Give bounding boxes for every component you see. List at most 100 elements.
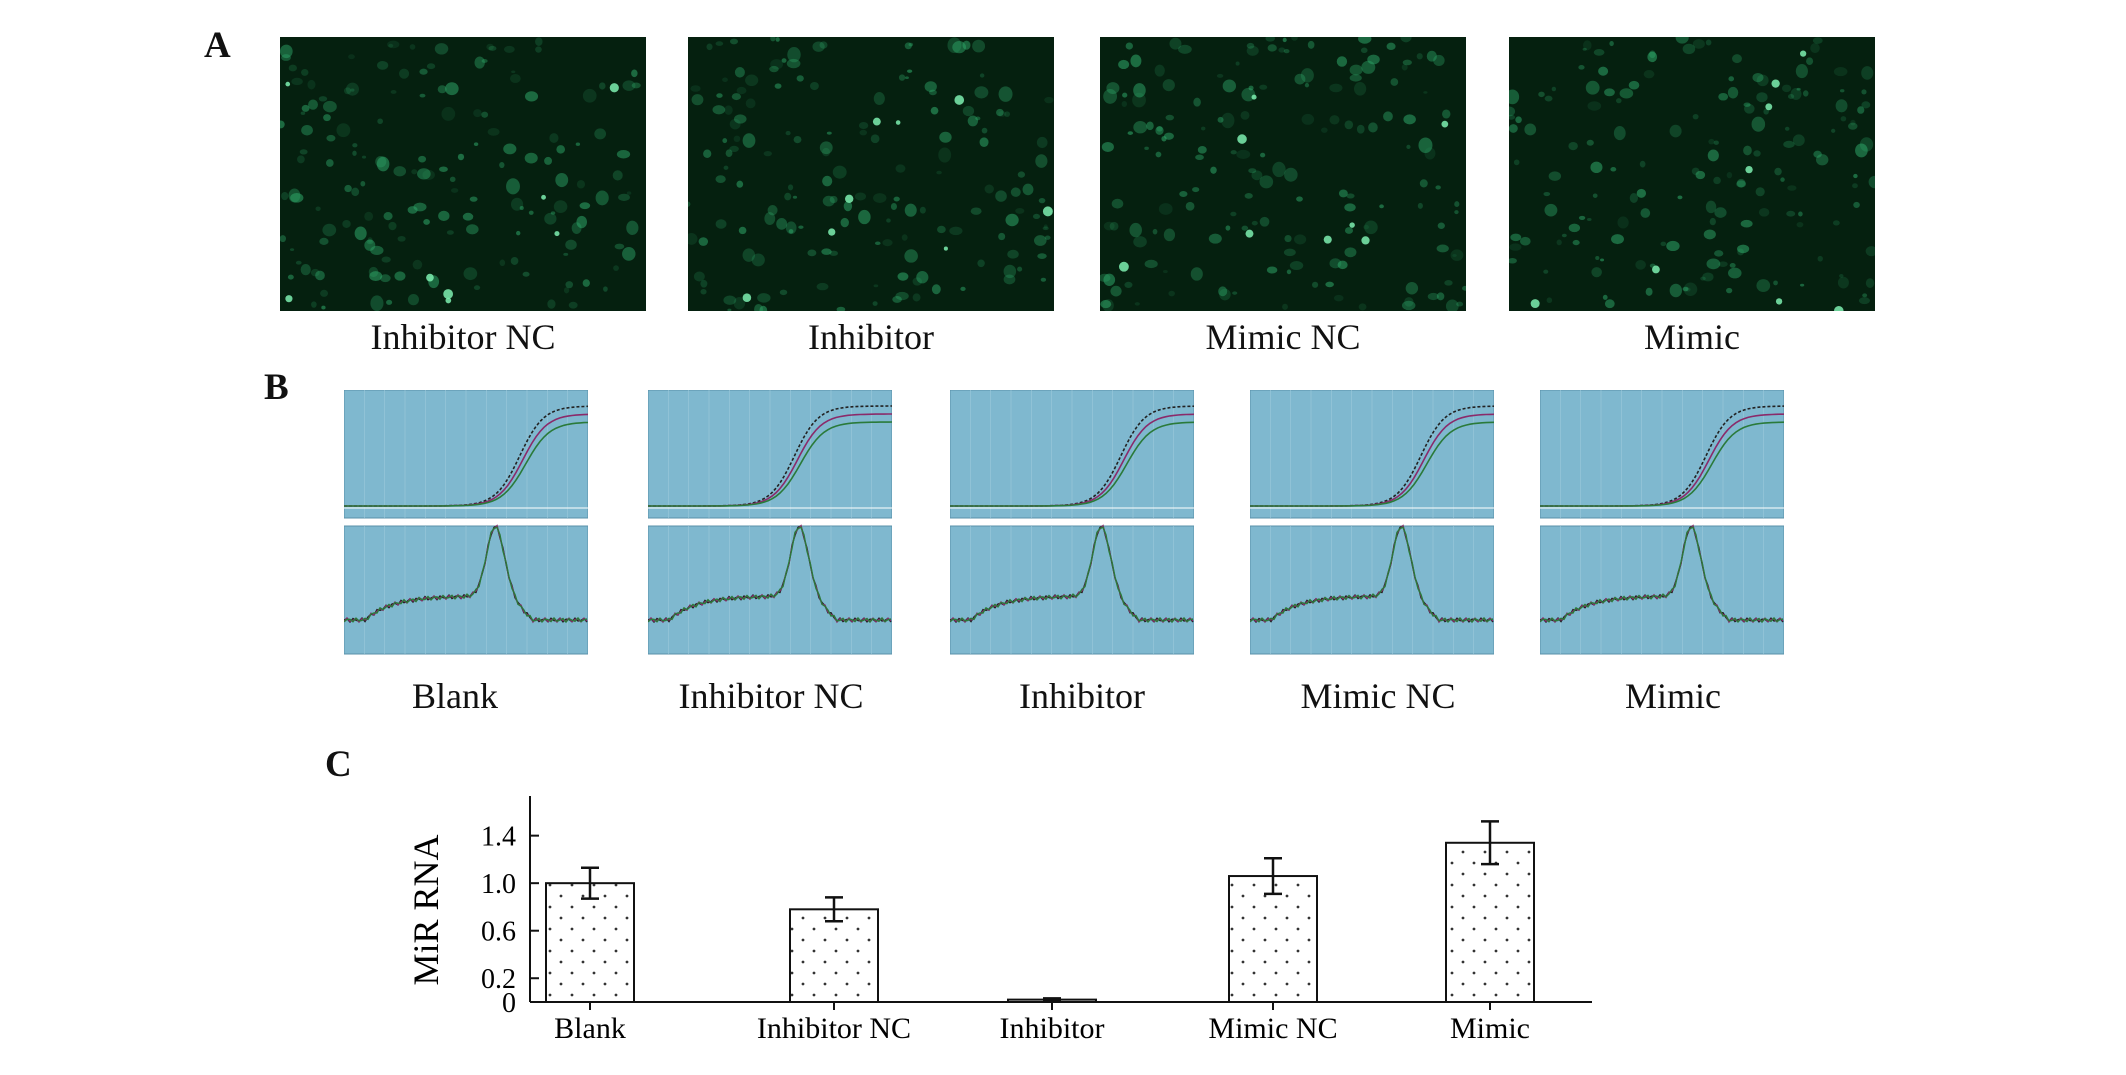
bright-cell (426, 273, 434, 282)
cell (1043, 224, 1048, 229)
cell (351, 187, 360, 197)
cell (729, 38, 738, 45)
cell (1647, 51, 1658, 63)
cell (419, 68, 428, 75)
cell (995, 190, 1007, 202)
cell (1595, 255, 1600, 260)
cell (1405, 281, 1419, 295)
melt-curve (1250, 526, 1494, 624)
cell (462, 212, 474, 221)
cell (524, 91, 539, 102)
cell (439, 166, 448, 172)
cell (738, 226, 747, 235)
cell (1855, 143, 1868, 158)
cell (1197, 146, 1207, 154)
cell (1017, 171, 1026, 178)
cell (1248, 85, 1254, 91)
cell (1400, 37, 1412, 43)
cell (1604, 88, 1615, 97)
cell (729, 145, 739, 153)
cell (716, 93, 723, 98)
panel-a-caption: Mimic (1644, 317, 1740, 357)
cell (1861, 66, 1874, 80)
cell (1578, 65, 1585, 70)
cell (1727, 267, 1742, 279)
cell (1628, 80, 1640, 90)
bright-cell (1800, 50, 1807, 57)
cell (516, 230, 521, 236)
cell (360, 180, 366, 187)
cell (1551, 86, 1557, 92)
cell (742, 133, 756, 148)
cell (1666, 240, 1680, 252)
cell (788, 229, 794, 234)
cell (1640, 208, 1651, 218)
cell (1356, 124, 1365, 134)
cell (1740, 219, 1753, 228)
cell (1344, 247, 1357, 258)
cell (998, 110, 1007, 117)
cell (369, 271, 383, 282)
cell (1548, 171, 1562, 181)
cell (1294, 234, 1307, 245)
bright-cell (1775, 298, 1783, 305)
cell (1296, 196, 1303, 202)
cell (1267, 44, 1277, 52)
cell (361, 155, 367, 159)
cell (1424, 147, 1436, 160)
micrograph-inhibitor-nc (280, 37, 646, 311)
cell (1861, 101, 1871, 109)
cell (481, 111, 489, 118)
cell (1714, 207, 1727, 218)
cell (1404, 297, 1414, 307)
micrograph-cells (688, 37, 1054, 311)
cell (352, 150, 357, 156)
cell (996, 108, 1004, 117)
cell (1402, 59, 1412, 66)
cell (892, 296, 902, 303)
cell (700, 288, 707, 295)
cell (1800, 283, 1805, 287)
cell (1837, 276, 1849, 289)
cell (1266, 266, 1278, 274)
cell (1193, 97, 1201, 107)
cell (1736, 180, 1746, 188)
cell (1286, 269, 1292, 275)
cell (1283, 248, 1296, 257)
cell (736, 180, 744, 188)
cell (344, 184, 352, 193)
cell (311, 301, 317, 308)
cell (550, 211, 556, 215)
cell (1349, 64, 1363, 76)
cell (503, 45, 515, 53)
cell (1556, 239, 1562, 246)
cell (1437, 222, 1445, 229)
cell (308, 99, 318, 110)
cell (370, 295, 384, 311)
panel-a-caption: Inhibitor (808, 317, 934, 357)
cell (1796, 87, 1801, 91)
cell (1017, 266, 1023, 272)
cell (568, 301, 578, 309)
cell (307, 79, 316, 90)
cell (1675, 37, 1689, 44)
cell (763, 151, 772, 157)
cell (553, 200, 568, 214)
cell (1278, 47, 1286, 53)
micrograph-mimic (1509, 37, 1875, 311)
cell (1103, 88, 1118, 104)
cell (781, 58, 787, 63)
cell (981, 127, 988, 134)
cell (764, 212, 776, 225)
cell (326, 159, 334, 167)
cell (1796, 222, 1804, 228)
cell (1832, 220, 1840, 226)
x-tick-label: Blank (554, 1012, 626, 1045)
cell (1817, 255, 1823, 262)
cell (1604, 299, 1615, 309)
cell (1798, 211, 1803, 217)
cell (979, 137, 989, 147)
panel-a-caption: Inhibitor NC (370, 317, 556, 357)
cell (1850, 119, 1856, 126)
cell (300, 263, 311, 276)
